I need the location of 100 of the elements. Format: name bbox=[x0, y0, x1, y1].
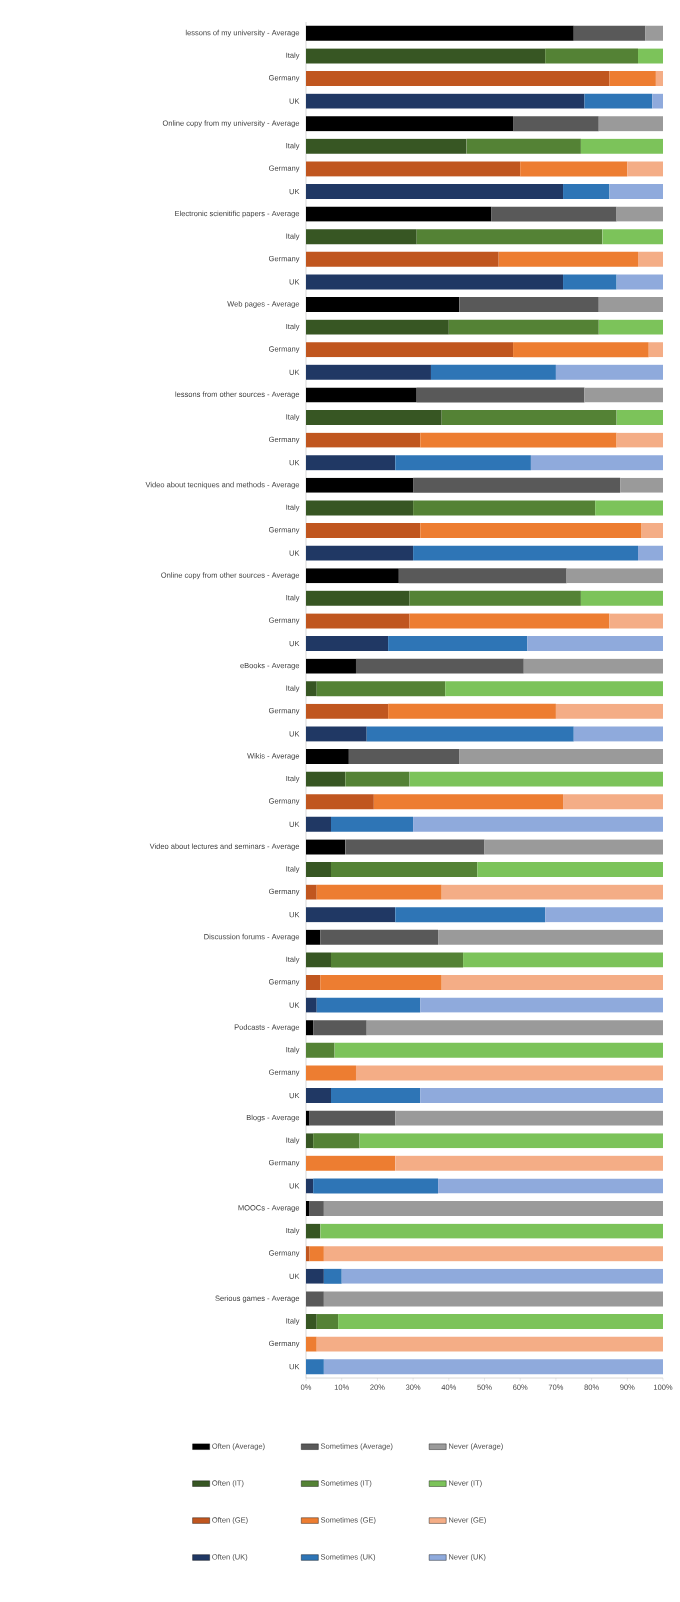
bar bbox=[306, 229, 417, 245]
bar bbox=[306, 500, 414, 516]
bar bbox=[359, 1133, 663, 1149]
bar bbox=[330, 952, 464, 968]
bar bbox=[477, 862, 663, 877]
bar bbox=[573, 726, 663, 742]
bar bbox=[413, 477, 621, 493]
bar bbox=[530, 455, 663, 471]
bar bbox=[306, 477, 414, 493]
bar bbox=[655, 71, 663, 86]
bar bbox=[388, 703, 556, 719]
bar bbox=[309, 1201, 324, 1216]
bar bbox=[602, 229, 663, 245]
bar bbox=[306, 568, 399, 584]
bar bbox=[498, 251, 639, 267]
bar bbox=[466, 138, 581, 154]
bar bbox=[595, 500, 663, 516]
bar bbox=[313, 1133, 360, 1149]
bar bbox=[306, 703, 389, 719]
bar bbox=[609, 184, 663, 199]
bar bbox=[334, 1042, 663, 1058]
bar bbox=[306, 681, 317, 697]
bar bbox=[313, 1178, 439, 1194]
bar bbox=[638, 545, 663, 561]
bar bbox=[598, 319, 663, 335]
bar bbox=[330, 862, 478, 877]
bar bbox=[306, 975, 321, 990]
bar bbox=[409, 590, 581, 606]
bar bbox=[395, 1110, 663, 1126]
bar bbox=[555, 364, 663, 380]
bar bbox=[306, 1336, 317, 1352]
bar bbox=[306, 342, 514, 358]
bar bbox=[306, 1178, 314, 1194]
bar bbox=[306, 1110, 310, 1126]
bar bbox=[448, 319, 599, 335]
bar bbox=[316, 681, 446, 697]
bar bbox=[598, 297, 663, 312]
bar bbox=[306, 251, 499, 267]
bar bbox=[306, 839, 346, 855]
bar bbox=[306, 1155, 396, 1171]
bar bbox=[409, 771, 663, 787]
bar bbox=[648, 342, 663, 358]
bar bbox=[306, 1020, 314, 1036]
bar bbox=[330, 816, 414, 832]
bar bbox=[306, 1314, 317, 1329]
bar bbox=[520, 161, 628, 177]
bar bbox=[306, 658, 356, 674]
bar bbox=[395, 907, 546, 923]
bar bbox=[306, 387, 417, 403]
bar bbox=[306, 274, 564, 290]
bar bbox=[563, 794, 663, 810]
bar bbox=[306, 1065, 356, 1081]
bar bbox=[306, 523, 421, 538]
bar bbox=[584, 93, 653, 109]
bar bbox=[306, 884, 317, 900]
bar bbox=[306, 1291, 324, 1307]
bar bbox=[580, 590, 663, 606]
bar bbox=[309, 1110, 396, 1126]
bar bbox=[320, 975, 442, 990]
bar bbox=[652, 93, 663, 109]
bar bbox=[545, 907, 663, 923]
bar bbox=[627, 161, 663, 177]
bar bbox=[306, 184, 564, 199]
bar bbox=[459, 749, 663, 764]
bar bbox=[491, 206, 617, 222]
bar bbox=[638, 48, 663, 64]
bar bbox=[388, 636, 528, 651]
bar bbox=[309, 1246, 324, 1262]
bar bbox=[580, 138, 663, 154]
bar bbox=[320, 929, 439, 945]
bar bbox=[306, 1088, 331, 1103]
bar bbox=[306, 862, 331, 877]
bar bbox=[323, 1201, 663, 1216]
bar bbox=[641, 523, 663, 538]
bar bbox=[366, 1020, 663, 1036]
bar bbox=[566, 568, 663, 584]
bar bbox=[306, 25, 574, 41]
bar bbox=[616, 206, 663, 222]
bar bbox=[306, 364, 431, 380]
bar bbox=[545, 48, 639, 64]
bar bbox=[306, 455, 396, 471]
bar bbox=[620, 477, 663, 493]
bar bbox=[338, 1314, 663, 1329]
bar bbox=[420, 997, 663, 1013]
bar bbox=[316, 884, 442, 900]
bar bbox=[413, 500, 596, 516]
bar bbox=[306, 138, 467, 154]
bar bbox=[463, 952, 663, 968]
bar bbox=[306, 545, 414, 561]
bar bbox=[306, 613, 410, 629]
bar bbox=[413, 545, 639, 561]
bar bbox=[306, 297, 460, 312]
bar bbox=[306, 206, 492, 222]
bar bbox=[430, 364, 556, 380]
bar bbox=[320, 1223, 663, 1239]
bar bbox=[459, 297, 599, 312]
bar bbox=[316, 1314, 339, 1329]
bar bbox=[638, 251, 663, 267]
bar bbox=[345, 771, 410, 787]
bar bbox=[306, 726, 367, 742]
